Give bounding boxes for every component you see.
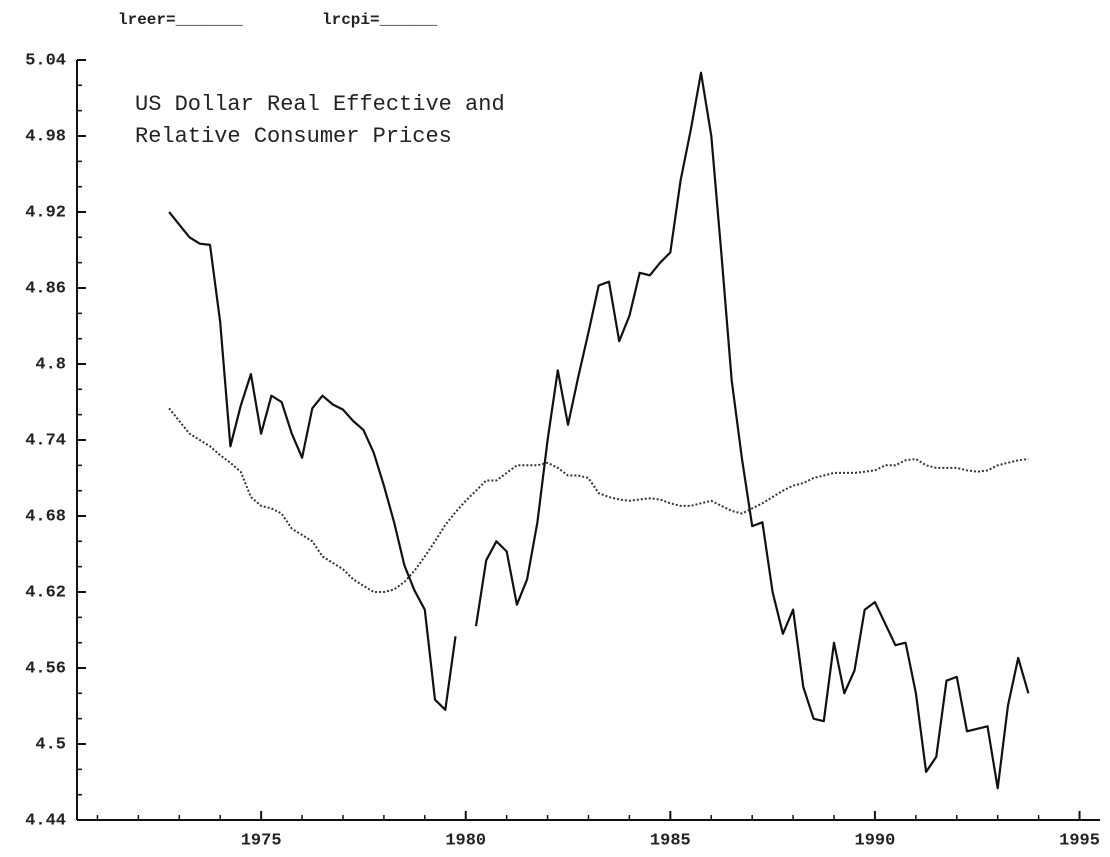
x-tick-label: 1995	[1059, 831, 1100, 850]
x-tick-label: 1975	[241, 831, 282, 850]
y-tick-label: 4.74	[25, 431, 66, 450]
x-tick-label: 1990	[855, 831, 896, 850]
y-tick-label: 4.98	[25, 127, 66, 146]
y-tick-label: 4.5	[35, 735, 66, 754]
y-tick-label: 4.86	[25, 279, 66, 298]
y-tick-label: 4.8	[35, 355, 66, 374]
series-line	[168, 407, 1029, 593]
y-tick-label: 5.04	[25, 51, 66, 70]
y-tick-label: 4.56	[25, 659, 66, 678]
x-tick-label: 1980	[445, 831, 486, 850]
y-tick-label: 4.92	[25, 203, 66, 222]
chart-title: US Dollar Real Effective and	[135, 92, 505, 117]
series-line	[168, 71, 1030, 790]
y-tick-label: 4.68	[25, 507, 66, 526]
y-tick-label: 4.62	[25, 583, 66, 602]
header-label: lrcpi=______	[322, 11, 438, 29]
x-tick-label: 1985	[650, 831, 691, 850]
chart-title: Relative Consumer Prices	[135, 124, 452, 149]
header-label: lreer=_______	[118, 11, 243, 29]
y-tick-label: 4.44	[25, 811, 66, 830]
